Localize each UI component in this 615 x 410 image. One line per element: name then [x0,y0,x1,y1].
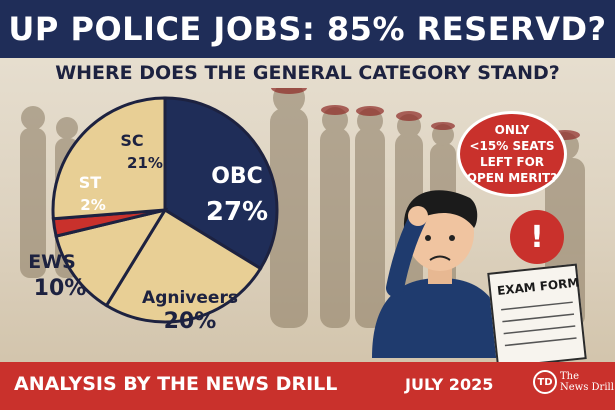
news-drill-logo: TD The News Drill [533,370,614,394]
pie-slice-ews [54,207,169,308]
slice-label-obc: OBC [211,164,263,189]
exam-form-paper: EXAM FORM [487,263,587,369]
footer-bar: ANALYSIS BY THE NEWS DRILL JULY 2025 TD … [0,362,615,410]
open-merit-callout: ONLY <15% SEATS LEFT FOR OPEN MERIT? [457,111,567,197]
slice-value-sc: 21% [127,154,163,172]
footer-credit: ANALYSIS BY THE NEWS DRILL [14,373,338,395]
slice-label-st: ST [79,173,102,192]
logo-mark: TD [533,370,557,394]
callout-line: OPEN MERIT? [466,171,558,185]
slice-label-agniveers: Agniveers [142,288,238,308]
subtitle: WHERE DOES THE GENERAL CATEGORY STAND? [55,62,560,84]
page-title: UP POLICE JOBS: 85% RESERVD? [8,10,607,48]
form-lines-icon [501,301,577,347]
callout-line: ONLY [494,123,530,137]
logo-line: The [560,371,580,382]
worried-man-illustration [372,190,510,358]
slice-value-obc: 27% [206,197,268,227]
title-bar: UP POLICE JOBS: 85% RESERVD? [0,0,615,58]
callout-line: <15% SEATS [469,139,555,153]
logo-line: News Drill [560,382,614,393]
callout-line: LEFT FOR [479,155,545,169]
pie-slice-sc [51,96,167,221]
slice-label-ews: EWS [28,251,76,273]
pie-slice-agniveers [104,207,263,324]
slice-label-sc: SC [120,131,143,150]
exclamation-icon: ! [510,210,564,264]
slice-value-st: 2% [80,196,105,214]
slice-value-ews: 10% [34,276,87,301]
slice-value-agniveers: 20% [164,309,217,334]
footer-date: JULY 2025 [405,375,494,394]
